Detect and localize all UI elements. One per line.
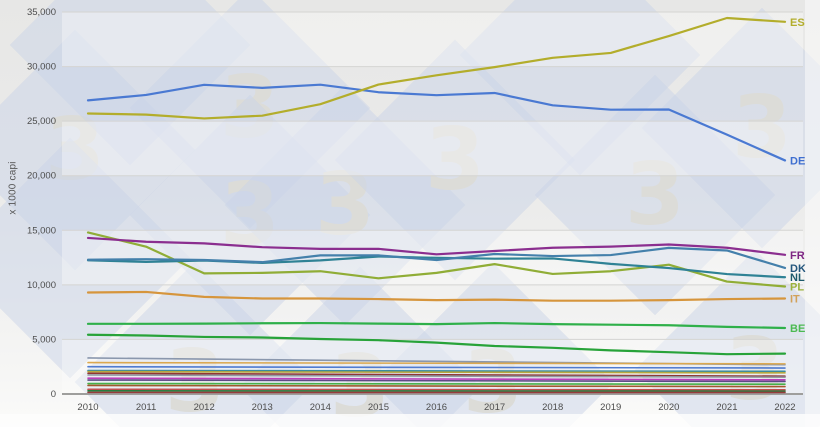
y-tick-label: 25,000: [27, 116, 56, 127]
series-label-NL: NL: [790, 272, 805, 284]
series-line-PL: [86, 231, 787, 288]
plot-band: [62, 121, 803, 176]
series-label-PL: PL: [790, 281, 804, 293]
minor-series-line: [87, 374, 786, 378]
series-line-BE: [86, 321, 787, 330]
series-line-DK: [86, 246, 787, 270]
series-label-FR: FR: [790, 250, 805, 262]
minor-series-line: [87, 382, 786, 385]
y-axis-title: x 1000 capi: [7, 161, 19, 215]
x-tick-label: 2018: [542, 402, 563, 413]
minor-series-line: [87, 369, 786, 373]
x-tick-label: 2020: [658, 402, 679, 413]
minor-series-line: [87, 377, 786, 381]
plot-band: [62, 12, 803, 67]
x-tick-label: 2014: [310, 402, 331, 413]
y-tick-label: 15,000: [27, 225, 56, 236]
minor-series-line: [87, 384, 786, 388]
series-line-FR: [86, 236, 787, 256]
x-tick-label: 2017: [484, 402, 505, 413]
minor-series-line: [87, 365, 786, 369]
series-label-DE: DE: [790, 155, 805, 167]
minor-series-line: [87, 388, 786, 391]
x-tick-label: 2021: [716, 402, 737, 413]
x-tick-label: 2012: [194, 402, 215, 413]
series-label-BE: BE: [790, 323, 805, 335]
x-tick-label: 2010: [77, 402, 98, 413]
x-tick-label: 2015: [368, 402, 389, 413]
x-tick-label: 2016: [426, 402, 447, 413]
series-label-DK: DK: [790, 263, 806, 275]
x-tick-label: 2019: [600, 402, 621, 413]
series-label-IT: IT: [790, 294, 800, 306]
y-tick-label: 0: [51, 389, 56, 400]
x-tick-label: 2011: [136, 402, 156, 413]
y-tick-label: 35,000: [27, 7, 56, 18]
y-tick-label: 5,000: [32, 334, 56, 345]
y-tick-label: 20,000: [27, 171, 56, 182]
minor-series-line: [87, 372, 786, 378]
series-line-ES: [86, 16, 787, 120]
minor-series-line: [87, 361, 786, 365]
x-tick-label: 2013: [252, 402, 273, 413]
series-line-unlabeled: [86, 333, 787, 356]
x-tick-label: 2022: [774, 402, 795, 413]
bottom-margin: [0, 414, 820, 427]
y-tick-label: 30,000: [27, 62, 56, 73]
right-gutter: [805, 0, 820, 427]
y-tick-label: 10,000: [27, 280, 56, 291]
series-label-ES: ES: [790, 17, 805, 29]
series-line-IT: [86, 290, 787, 302]
minor-series-line: [87, 370, 786, 374]
series-line-DE: [86, 83, 787, 162]
minor-series-line: [87, 379, 786, 383]
